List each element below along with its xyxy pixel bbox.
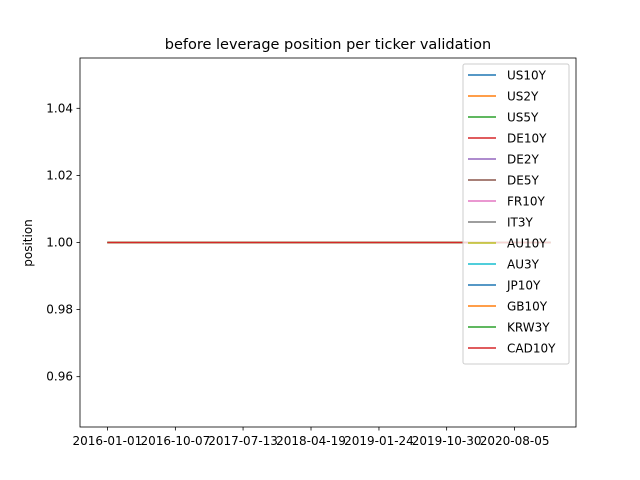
legend-label-us2y: US2Y bbox=[507, 90, 539, 104]
y-tick-label: 1.04 bbox=[46, 101, 73, 115]
plot-area: 0.96 0.98 1.00 1.02 1.04 2016-01-012016-10-07… bbox=[46, 57, 577, 448]
legend-label-de10y: DE10Y bbox=[507, 132, 547, 146]
x-tick-label: 2017-07-13 bbox=[208, 434, 278, 448]
legend-label-gb10y: GB10Y bbox=[507, 300, 548, 314]
x-tick-label: 2019-10-30 bbox=[412, 434, 482, 448]
chart-title: before leverage position per ticker vali… bbox=[165, 37, 492, 53]
legend-box bbox=[462, 63, 570, 365]
y-tick-label: 1.02 bbox=[46, 168, 73, 182]
legend-label-au3y: AU3Y bbox=[507, 258, 540, 272]
legend-label-it3y: IT3Y bbox=[507, 216, 534, 230]
legend-label-fr10y: FR10Y bbox=[507, 195, 546, 209]
y-tick-label: 0.96 bbox=[46, 370, 73, 384]
x-tick-label: 2018-04-19 bbox=[276, 434, 346, 448]
legend-label-krw3y: KRW3Y bbox=[507, 321, 550, 335]
y-tick-label: 1.00 bbox=[46, 236, 73, 250]
legend-label-us5y: US5Y bbox=[507, 111, 539, 125]
x-tick-label: 2016-01-01 bbox=[73, 434, 143, 448]
legend: US10Y US2Y US5Y DE10Y DE2Y DE5Y FR10Y IT3Y AU10Y… bbox=[462, 63, 570, 365]
x-tick-label: 2019-01-24 bbox=[344, 434, 414, 448]
legend-label-de5y: DE5Y bbox=[507, 174, 539, 188]
x-tick-label: 2020-08-05 bbox=[480, 434, 550, 448]
y-axis-label: position bbox=[21, 219, 35, 267]
legend-label-cad10y: CAD10Y bbox=[507, 342, 556, 356]
legend-label-au10y: AU10Y bbox=[507, 237, 547, 251]
legend-label-jp10y: JP10Y bbox=[506, 279, 541, 293]
legend-label-us10y: US10Y bbox=[507, 69, 547, 83]
legend-label-de2y: DE2Y bbox=[507, 153, 539, 167]
x-tick-label: 2016-10-07 bbox=[140, 434, 210, 448]
y-tick-label: 0.98 bbox=[46, 303, 73, 317]
